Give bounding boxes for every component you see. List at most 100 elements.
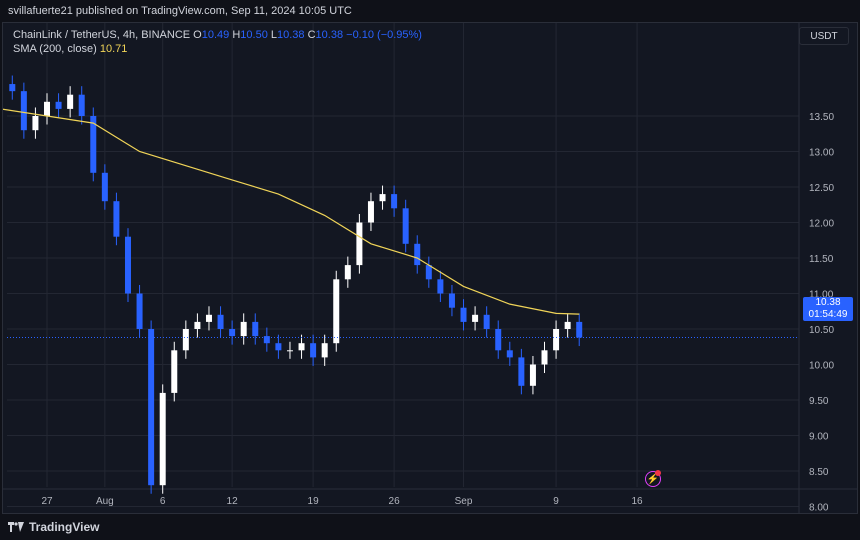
x-tick-label: Sep — [455, 496, 473, 507]
candle-body — [90, 116, 97, 173]
candle-body — [356, 222, 363, 266]
candle-body — [263, 336, 270, 344]
chart-frame[interactable]: 13.50 13.00 12.50 12.00 11.50 11.00 10.50 10.00… — [2, 22, 858, 514]
low-label: L — [270, 29, 277, 41]
sma-value: 10.71 — [99, 43, 128, 55]
candle-body — [437, 279, 444, 294]
candle-body — [240, 321, 247, 337]
bar-countdown: 01:54:49 — [808, 309, 848, 320]
candle-body — [448, 293, 455, 308]
candle-body — [529, 364, 536, 386]
candle-body — [252, 321, 259, 337]
high-label: H — [232, 29, 241, 41]
y-tick-label: 8.00 — [809, 503, 829, 514]
candle-body — [44, 101, 50, 116]
candle-body — [367, 201, 374, 223]
x-tick-label: 19 — [308, 496, 320, 507]
currency-selector[interactable]: USDT — [799, 27, 849, 45]
x-tick-label: 16 — [632, 496, 644, 507]
y-tick-label: 10.00 — [809, 361, 834, 372]
candle-body — [159, 392, 166, 486]
candle-body — [194, 321, 201, 329]
y-tick-label: 12.00 — [809, 219, 834, 230]
x-tick-label: 27 — [41, 496, 53, 507]
last-price-tag: 10.38 01:54:49 — [803, 297, 853, 321]
top-bar: svillafuerte21 published on TradingView.… — [0, 0, 860, 22]
candle-body — [136, 293, 143, 329]
candle-body — [217, 314, 224, 329]
price-chart[interactable]: 13.50 13.00 12.50 12.00 11.50 11.00 10.50 10.00… — [3, 23, 857, 513]
candle-body — [495, 329, 502, 351]
candle-body — [113, 201, 120, 237]
candle-body — [553, 329, 560, 351]
sma-label[interactable]: SMA (200, close) — [13, 43, 97, 55]
y-tick-label: 13.50 — [809, 112, 834, 123]
candle-body — [32, 116, 39, 131]
candle-body — [344, 265, 351, 280]
candle-body — [414, 243, 421, 266]
tradingview-logo-icon — [8, 522, 24, 532]
candle-body — [229, 329, 236, 337]
y-tick-label: 8.50 — [809, 467, 829, 478]
close-value: 10.38 — [315, 29, 344, 41]
y-tick-label: 13.00 — [809, 148, 834, 159]
tradingview-logo[interactable]: TradingView — [8, 520, 99, 534]
last-price: 10.38 — [815, 297, 841, 308]
candle-body — [391, 194, 398, 209]
candle-body — [402, 208, 409, 244]
open-label: O — [193, 29, 202, 41]
candle-body — [55, 101, 62, 109]
sma-legend: SMA (200, close) 10.71 — [13, 43, 127, 55]
candle-body — [483, 314, 490, 329]
candle-body — [101, 172, 108, 202]
lightning-alert-icon[interactable]: ⚡ — [645, 471, 661, 487]
publish-info: svillafuerte21 published on TradingView.… — [8, 5, 352, 17]
candle-body — [321, 343, 328, 358]
symbol-name[interactable]: ChainLink / TetherUS, 4h, BINANCE — [13, 29, 191, 41]
alert-badge — [655, 470, 661, 476]
candle-body — [379, 194, 386, 202]
y-tick-label: 12.50 — [809, 183, 834, 194]
high-value: 10.50 — [240, 29, 268, 41]
x-tick-label: Aug — [96, 496, 114, 507]
candle-body — [205, 314, 212, 322]
close-label: C — [307, 29, 316, 41]
candle-body — [425, 265, 432, 280]
brand-name: TradingView — [29, 520, 100, 534]
candle-body — [124, 236, 131, 294]
candle-body — [541, 350, 548, 365]
candle-body — [286, 350, 293, 352]
y-tick-label: 11.00 — [809, 290, 834, 301]
candle-body — [298, 343, 305, 351]
candle-body — [78, 94, 85, 116]
footer: TradingView — [0, 514, 860, 540]
candle-body — [564, 321, 571, 329]
candle-body — [148, 329, 155, 486]
candle-body — [182, 329, 189, 351]
candle-body — [518, 357, 525, 386]
candle-body — [9, 84, 16, 92]
y-tick-label: 9.50 — [809, 396, 829, 407]
candle-body — [171, 350, 178, 393]
candle-body — [275, 343, 282, 351]
change-value: −0.10 (−0.95%) — [346, 29, 422, 41]
x-tick-label: 12 — [227, 496, 239, 507]
candle-body — [20, 91, 27, 131]
candle-body — [472, 314, 479, 322]
y-tick-label: 10.50 — [809, 325, 834, 336]
candle-body — [576, 321, 583, 338]
open-value: 10.49 — [201, 29, 230, 41]
candle-body — [67, 94, 74, 109]
candle-body — [333, 279, 340, 344]
y-tick-label: 11.50 — [809, 254, 834, 265]
sma-line — [3, 108, 580, 315]
x-tick-label: 6 — [160, 496, 166, 507]
candle-body — [460, 307, 467, 322]
candle-body — [506, 350, 513, 358]
symbol-legend: ChainLink / TetherUS, 4h, BINANCE O10.49… — [13, 29, 422, 41]
x-tick-label: 9 — [553, 496, 559, 507]
candle-body — [310, 343, 317, 358]
x-tick-label: 26 — [389, 496, 401, 507]
low-value: 10.38 — [277, 29, 305, 41]
y-tick-label: 9.00 — [809, 432, 829, 443]
